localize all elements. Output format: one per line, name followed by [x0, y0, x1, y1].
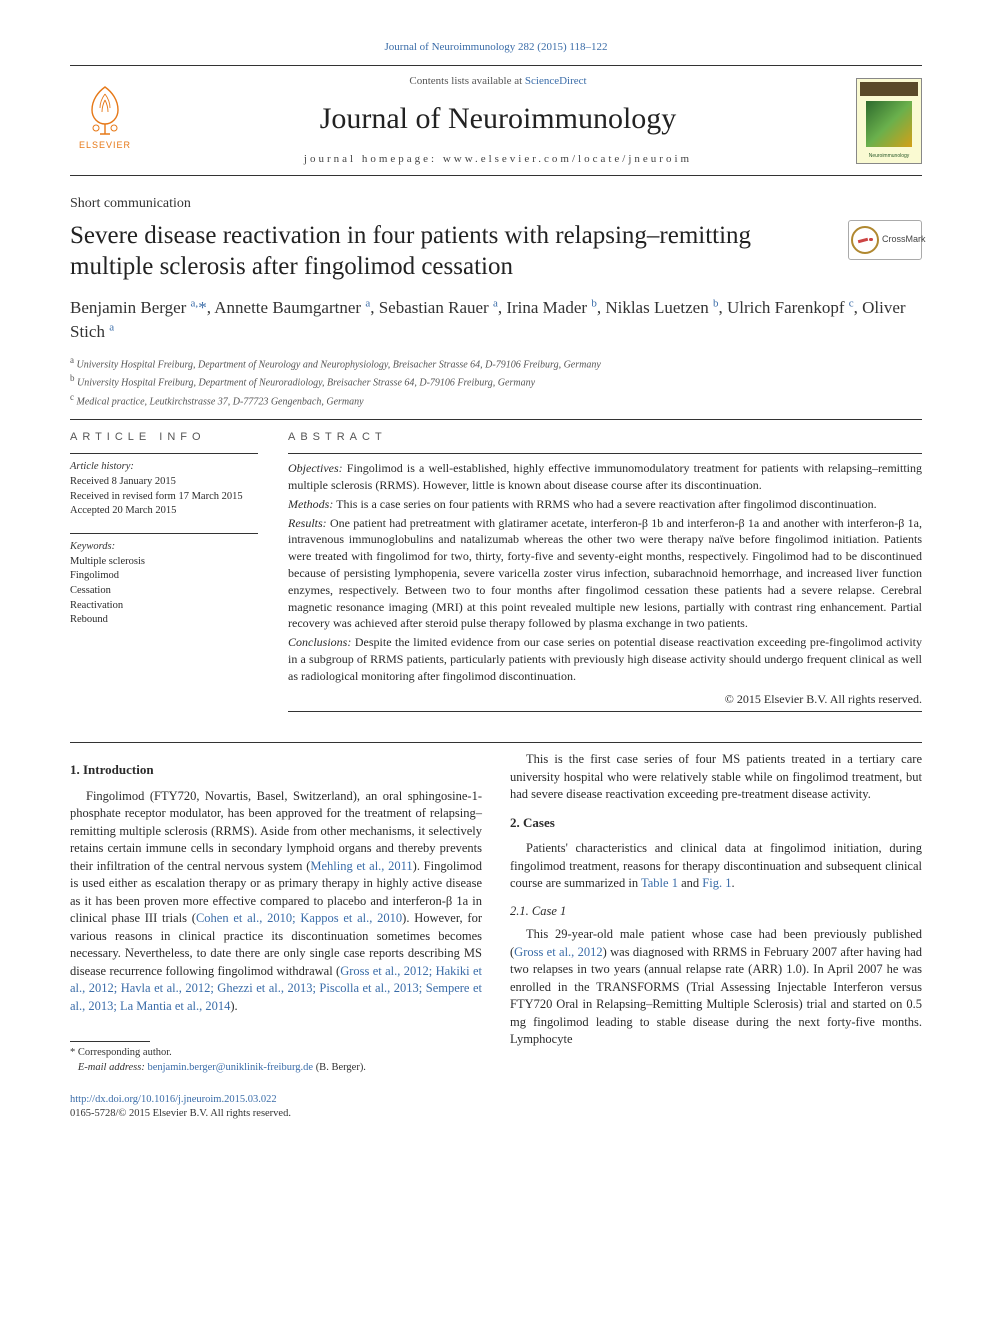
crossmark-label: CrossMark [882, 233, 926, 246]
article-info-sidebar: ARTICLE INFO Article history: Received 8… [70, 430, 258, 713]
journal-homepage: journal homepage: www.elsevier.com/locat… [140, 152, 856, 167]
cover-label: Neuroimmunology [869, 153, 910, 160]
keywords-label: Keywords: [70, 540, 258, 555]
keywords-block: Keywords: Multiple sclerosis Fingolimod … [70, 533, 258, 628]
subsection-heading-case1: 2.1. Case 1 [510, 903, 922, 921]
citation-link[interactable]: Gross et al., 2012 [514, 945, 602, 959]
issn-copyright: 0165-5728/© 2015 Elsevier B.V. All right… [70, 1108, 291, 1119]
intro-paragraph: Fingolimod (FTY720, Novartis, Basel, Swi… [70, 788, 482, 1016]
elsevier-logo: ELSEVIER [70, 82, 140, 160]
abstract: ABSTRACT Objectives: Fingolimod is a wel… [288, 430, 922, 713]
abstract-copyright: © 2015 Elsevier B.V. All rights reserved… [288, 691, 922, 708]
column-right: This is the first case series of four MS… [510, 751, 922, 1075]
header-center: Contents lists available at ScienceDirec… [140, 74, 856, 167]
corresponding-author-footnote: * Corresponding author. E-mail address: … [70, 1046, 482, 1075]
citation-link[interactable]: Mehling et al., 2011 [310, 859, 412, 873]
elsevier-tree-icon [80, 82, 130, 137]
sciencedirect-link[interactable]: ScienceDirect [525, 75, 587, 87]
column-left: 1. Introduction Fingolimod (FTY720, Nova… [70, 751, 482, 1075]
journal-header: ELSEVIER Contents lists available at Sci… [70, 65, 922, 176]
methods-text: This is a case series on four patients w… [336, 497, 877, 511]
two-column-body: 1. Introduction Fingolimod (FTY720, Nova… [70, 751, 922, 1075]
authors-list: Benjamin Berger a,*, Annette Baumgartner… [70, 296, 922, 344]
received-date: Received 8 January 2015 [70, 475, 258, 490]
results-text: One patient had pretreatment with glatir… [288, 516, 922, 631]
results-label: Results: [288, 516, 327, 530]
conclusions-text: Despite the limited evidence from our ca… [288, 635, 922, 683]
figure-link[interactable]: Fig. 1 [702, 876, 731, 890]
affiliations: a University Hospital Freiburg, Departme… [70, 354, 922, 409]
keyword: Cessation [70, 584, 258, 599]
title-row: Severe disease reactivation in four pati… [70, 220, 922, 297]
running-head-citation: Journal of Neuroimmunology 282 (2015) 11… [70, 40, 922, 55]
affiliation-b: b University Hospital Freiburg, Departme… [70, 372, 922, 390]
footer-meta: http://dx.doi.org/10.1016/j.jneuroim.201… [70, 1093, 922, 1120]
article-title: Severe disease reactivation in four pati… [70, 220, 848, 283]
keyword: Multiple sclerosis [70, 555, 258, 570]
crossmark-badge[interactable]: CrossMark [848, 220, 922, 260]
keyword: Reactivation [70, 599, 258, 614]
section-heading-cases: 2. Cases [510, 814, 922, 832]
table-link[interactable]: Table 1 [641, 876, 678, 890]
keyword: Fingolimod [70, 569, 258, 584]
corr-author-label: Corresponding author. [78, 1047, 172, 1058]
email-label: E-mail address: [78, 1062, 145, 1073]
journal-name: Journal of Neuroimmunology [140, 98, 856, 140]
info-abstract-row: ARTICLE INFO Article history: Received 8… [70, 419, 922, 713]
asterisk-icon: * [70, 1047, 78, 1058]
article-info-heading: ARTICLE INFO [70, 430, 258, 445]
article-type: Short communication [70, 194, 922, 214]
case1-paragraph: This 29-year-old male patient whose case… [510, 926, 922, 1049]
methods-label: Methods: [288, 497, 333, 511]
page: Journal of Neuroimmunology 282 (2015) 11… [0, 0, 992, 1161]
email-link[interactable]: benjamin.berger@uniklinik-freiburg.de [147, 1062, 313, 1073]
accepted-date: Accepted 20 March 2015 [70, 504, 258, 519]
section-rule [70, 742, 922, 743]
email-attribution: (B. Berger). [316, 1062, 366, 1073]
keyword: Rebound [70, 613, 258, 628]
history-label: Article history: [70, 460, 258, 475]
journal-cover-thumbnail: Neuroimmunology [856, 78, 922, 164]
revised-date: Received in revised form 17 March 2015 [70, 490, 258, 505]
elsevier-wordmark: ELSEVIER [79, 139, 131, 152]
citation-link[interactable]: Cohen et al., 2010; Kappos et al., 2010 [196, 911, 402, 925]
abstract-body: Objectives: Fingolimod is a well-establi… [288, 453, 922, 707]
doi-link[interactable]: http://dx.doi.org/10.1016/j.jneuroim.201… [70, 1094, 277, 1105]
affiliation-c: c Medical practice, Leutkirchstrasse 37,… [70, 391, 922, 409]
footnote-separator [70, 1041, 150, 1042]
contents-available-line: Contents lists available at ScienceDirec… [140, 74, 856, 89]
affiliation-a: a University Hospital Freiburg, Departme… [70, 354, 922, 372]
cases-paragraph: Patients' characteristics and clinical d… [510, 840, 922, 893]
contents-prefix: Contents lists available at [409, 75, 524, 87]
intro-paragraph-2: This is the first case series of four MS… [510, 751, 922, 804]
conclusions-label: Conclusions: [288, 635, 351, 649]
article-history: Article history: Received 8 January 2015… [70, 453, 258, 519]
abstract-heading: ABSTRACT [288, 430, 922, 445]
section-heading-intro: 1. Introduction [70, 761, 482, 779]
crossmark-icon [851, 226, 879, 254]
objectives-label: Objectives: [288, 461, 343, 475]
objectives-text: Fingolimod is a well-established, highly… [288, 461, 922, 492]
